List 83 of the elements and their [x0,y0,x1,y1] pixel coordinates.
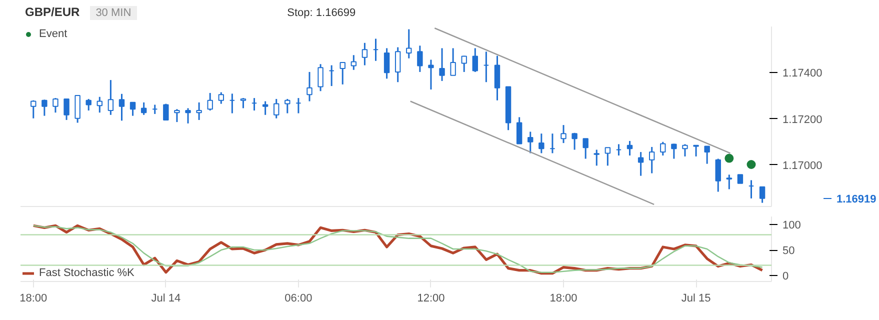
y-tick-label: 100 [782,220,801,232]
candlestick [296,97,302,114]
candlestick [494,55,500,102]
candlestick [660,141,666,156]
candlestick [96,96,103,114]
candlestick [340,62,346,86]
candlestick [328,64,334,87]
candlestick [726,174,732,190]
candlestick [108,79,114,116]
candlestick [450,47,456,76]
legend-label: Fast Stochastic %K [39,267,134,279]
candlestick [616,143,622,156]
candlestick [704,146,710,165]
candlestick [550,132,556,154]
candlestick [42,98,48,117]
candlestick [362,42,368,66]
candlestick [86,98,92,112]
candlestick [52,97,58,114]
text: Stop: 1.16699 [287,7,356,19]
x-tick-label: Jul 15 [681,292,711,304]
candlestick [693,144,699,158]
candlestick [185,107,191,124]
x-tick-label: 18:00 [550,292,578,304]
candlestick [262,100,268,116]
candlestick [516,116,522,144]
candlestick [528,130,534,154]
candlestick [582,138,588,160]
candlestick [682,143,688,158]
candlestick [715,158,721,192]
chart-subtitle: 30 MIN [90,6,138,20]
candlestick [218,92,224,105]
y-tick-label: 1.17400 [782,68,822,80]
candlestick [483,50,490,83]
candlestick [240,97,246,109]
candlestick [538,132,544,154]
candlestick [30,100,36,120]
text: 1.16919 [836,193,876,206]
candlestick [626,140,633,156]
candlestick [649,146,655,174]
candlestick [284,98,290,114]
candlestick [163,103,169,121]
candlestick [638,151,644,177]
y-tick-label: 1.17000 [782,160,822,172]
candlestick [118,93,125,122]
y-tick-label: 0 [782,270,789,282]
x-tick-label: 12:00 [417,292,445,304]
x-tick-label: 18:00 [20,292,48,304]
candlestick [439,47,445,82]
candlestick [472,47,478,73]
candlestick [318,63,324,92]
candlestick [417,44,423,73]
candlestick [130,102,136,117]
candlestick [461,55,467,73]
candlestick [152,104,158,115]
candlestick [196,102,202,121]
candlestick [274,98,280,120]
candlestick [671,142,677,160]
x-tick-label: 06:00 [284,292,312,304]
candlestick [74,94,80,124]
y-tick-label: 50 [782,245,795,258]
candlestick [560,124,566,144]
candlestick [406,28,412,60]
candlestick [372,38,379,62]
candlestick [759,186,766,204]
chart-title: GBP/EUR [25,5,80,19]
candlestick [64,98,70,121]
candlestick [306,71,312,102]
candlestick [594,148,600,166]
candlestick [251,97,258,112]
candlestick [174,108,180,123]
legend-label: Event [39,28,68,40]
candlestick [384,47,390,80]
y-tick-label: 1.17200 [782,114,822,126]
candlestick [604,146,611,166]
candlestick [207,92,213,112]
candlestick [748,179,754,200]
candlestick [140,102,147,116]
candlestick [229,92,236,114]
candlestick [394,46,401,83]
x-tick-label: Jul 14 [151,292,181,304]
candlestick [572,132,578,150]
candlestick [350,54,357,71]
candlestick [428,58,434,90]
